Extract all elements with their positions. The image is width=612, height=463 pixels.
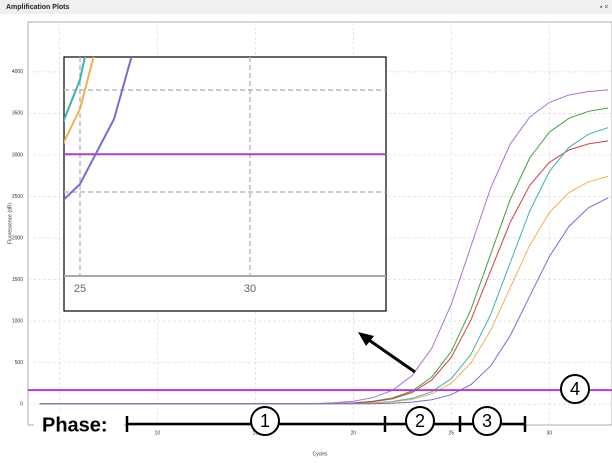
phase-circle xyxy=(472,406,502,436)
y-tick-label: 500 xyxy=(15,360,24,366)
y-tick-label: 0 xyxy=(20,402,23,408)
y-tick-label: 3000 xyxy=(12,152,23,158)
phase-number: 2 xyxy=(415,411,425,431)
annotations: Phase: 1 2 3 4 xyxy=(34,332,590,438)
phase-number: 4 xyxy=(570,379,580,399)
inset-plot: 25 30 xyxy=(63,56,387,312)
x-tick-label: 15 xyxy=(253,430,259,436)
phase-label-bg xyxy=(34,412,124,438)
y-tick-label: 2000 xyxy=(12,235,23,241)
y-axis-label: Fluorescence (dR) xyxy=(7,203,13,244)
window-title: Amplification Plots xyxy=(6,4,70,11)
y-tick-label: 1500 xyxy=(12,277,23,283)
y-tick-label: 3500 xyxy=(12,111,23,117)
phase-number: 3 xyxy=(482,411,492,431)
x-tick-label: 30 xyxy=(547,430,553,436)
arrow-shaft xyxy=(365,336,416,374)
y-tick-label: 2500 xyxy=(12,194,23,200)
curves xyxy=(28,89,612,405)
phase-circle xyxy=(560,374,590,404)
curves xyxy=(64,57,386,201)
y-tick-label: 4000 xyxy=(12,69,23,75)
x-axis-label: Cycles xyxy=(312,451,328,457)
phase-circle xyxy=(405,406,435,436)
x-tick-label: 10 xyxy=(155,430,161,436)
x-tick-label: 25 xyxy=(449,430,455,436)
x-tick-label: 20 xyxy=(351,430,357,436)
inset-x-tick-label: 25 xyxy=(74,283,86,295)
title-bar xyxy=(0,0,612,14)
inset-frame xyxy=(63,56,387,312)
phase-number: 1 xyxy=(260,411,270,431)
phase-circle xyxy=(250,406,280,436)
phase-label: Phase: xyxy=(42,414,108,436)
window-buttons[interactable]: ▪ × xyxy=(600,4,609,11)
amplification-curve xyxy=(39,197,609,405)
y-tick-label: 1000 xyxy=(12,318,23,324)
arrow-head xyxy=(358,332,374,346)
inset-x-tick-label: 30 xyxy=(244,283,256,295)
